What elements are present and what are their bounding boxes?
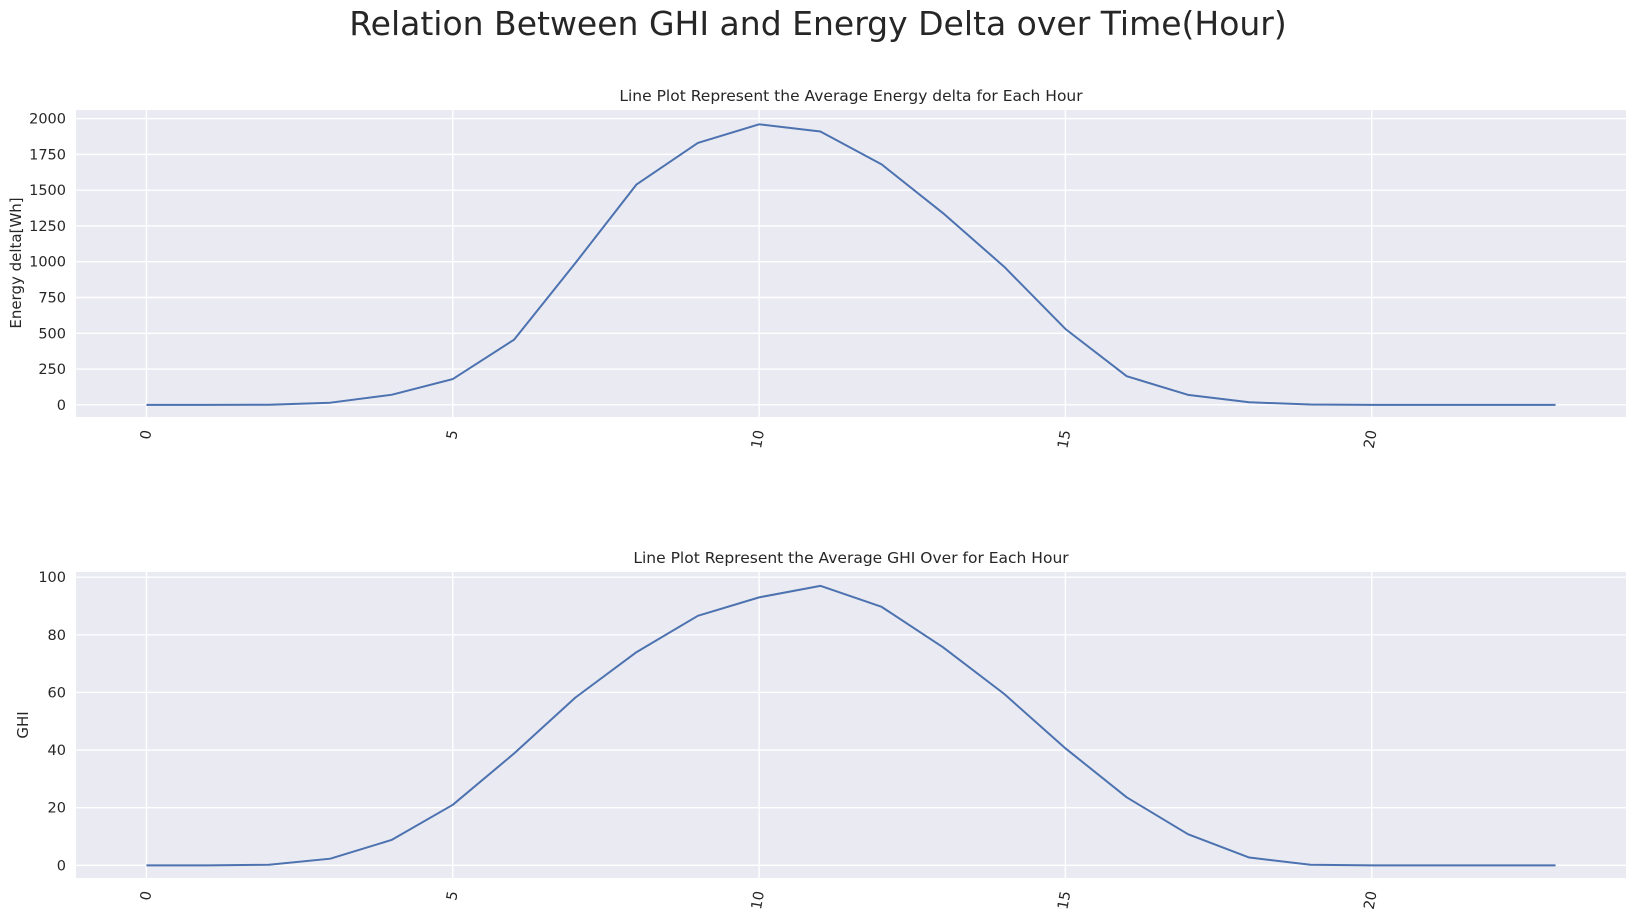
plot-area <box>76 110 1626 417</box>
x-tick-labels: 0 5 10 15 20 <box>138 429 1381 450</box>
y-tick-label: 1750 <box>29 147 66 163</box>
y-tick-label: 250 <box>38 362 66 378</box>
ghi-chart: 0 5 10 15 20 0 20 40 60 80 100 Line Plot Represen… <box>14 549 1626 911</box>
y-tick-label: 500 <box>38 326 66 342</box>
x-tick-label: 15 <box>1055 890 1074 911</box>
x-tick-label: 5 <box>444 429 461 441</box>
series-line <box>146 584 1556 867</box>
x-tick-label: 20 <box>1362 429 1381 450</box>
x-tick-label: 15 <box>1055 429 1074 450</box>
y-tick-label: 60 <box>48 685 66 701</box>
y-tick-label: 750 <box>38 290 66 306</box>
y-axis-label: GHI <box>14 711 32 738</box>
x-tick-label: 0 <box>138 429 155 441</box>
chart-title: Line Plot Represent the Average Energy d… <box>619 87 1083 105</box>
y-tick-label: 1250 <box>29 219 66 235</box>
energy-delta-chart: 0 5 10 15 20 025050075010001250150017502000 … <box>7 87 1626 450</box>
figure-title: Relation Between GHI and Energy Delta ov… <box>349 4 1287 43</box>
y-tick-label: 80 <box>48 628 66 644</box>
y-tick-label: 100 <box>38 570 66 586</box>
y-tick-label: 2000 <box>29 112 66 128</box>
chart-title: Line Plot Represent the Average GHI Over… <box>633 549 1069 567</box>
y-tick-labels: 0 20 40 60 80 100 <box>38 570 66 874</box>
y-tick-label: 1000 <box>29 255 66 271</box>
x-tick-label: 0 <box>138 890 155 902</box>
x-tick-label: 20 <box>1362 890 1381 911</box>
y-tick-label: 0 <box>57 858 66 874</box>
y-tick-labels: 0 250 500 750 1000 1250 1500 1750 2000 <box>29 112 66 414</box>
grid-lines <box>76 572 1626 878</box>
y-tick-label: 1500 <box>29 183 66 199</box>
plot-area <box>76 572 1626 878</box>
y-tick-label: 40 <box>48 743 66 759</box>
x-tick-label: 10 <box>749 890 768 911</box>
series-line <box>146 123 1556 406</box>
x-tick-labels: 0 5 10 15 20 <box>138 890 1381 911</box>
y-tick-label: 0 <box>57 398 66 414</box>
x-tick-label: 5 <box>444 890 461 902</box>
grid-lines <box>76 110 1626 417</box>
y-tick-label: 20 <box>48 801 66 817</box>
y-axis-label: Energy delta[Wh] <box>7 197 25 328</box>
x-tick-label: 10 <box>749 429 768 450</box>
